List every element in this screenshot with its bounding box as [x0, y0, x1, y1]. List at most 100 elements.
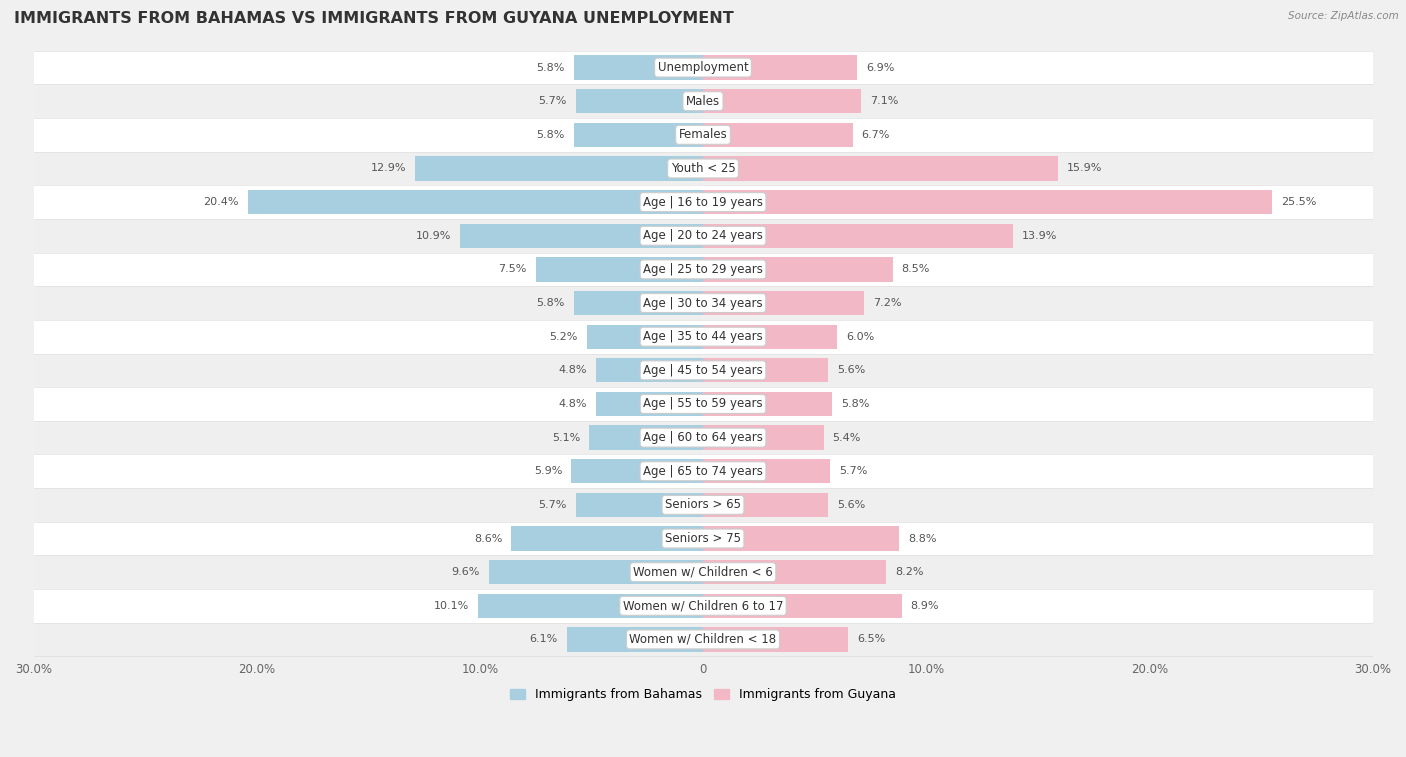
- Bar: [415, 157, 703, 181]
- Text: 15.9%: 15.9%: [1067, 164, 1102, 173]
- Bar: [34, 556, 1372, 589]
- Text: Seniors > 65: Seniors > 65: [665, 498, 741, 512]
- Text: Age | 30 to 34 years: Age | 30 to 34 years: [643, 297, 763, 310]
- Bar: [34, 454, 1372, 488]
- Bar: [34, 522, 1372, 556]
- Bar: [34, 320, 1372, 354]
- Text: 7.1%: 7.1%: [870, 96, 898, 106]
- Bar: [34, 185, 1372, 219]
- Bar: [34, 118, 1372, 151]
- Text: Women w/ Children < 18: Women w/ Children < 18: [630, 633, 776, 646]
- Text: 6.5%: 6.5%: [858, 634, 886, 644]
- Text: Unemployment: Unemployment: [658, 61, 748, 74]
- Text: Age | 65 to 74 years: Age | 65 to 74 years: [643, 465, 763, 478]
- Text: 6.1%: 6.1%: [530, 634, 558, 644]
- Bar: [703, 459, 830, 484]
- Bar: [478, 593, 703, 618]
- Bar: [34, 253, 1372, 286]
- Bar: [703, 223, 1014, 248]
- Text: 8.2%: 8.2%: [896, 567, 924, 577]
- Bar: [703, 358, 828, 382]
- Text: 4.8%: 4.8%: [558, 366, 586, 375]
- Text: Age | 45 to 54 years: Age | 45 to 54 years: [643, 364, 763, 377]
- Text: 5.8%: 5.8%: [536, 63, 565, 73]
- Text: 10.1%: 10.1%: [433, 601, 468, 611]
- Text: 5.2%: 5.2%: [550, 332, 578, 341]
- Bar: [703, 628, 848, 652]
- Text: Women w/ Children < 6: Women w/ Children < 6: [633, 565, 773, 578]
- Bar: [596, 358, 703, 382]
- Bar: [576, 89, 703, 114]
- Text: 10.9%: 10.9%: [415, 231, 451, 241]
- Text: 25.5%: 25.5%: [1281, 197, 1316, 207]
- Text: 7.2%: 7.2%: [873, 298, 901, 308]
- Text: 5.4%: 5.4%: [832, 432, 860, 443]
- Bar: [574, 123, 703, 147]
- Text: 6.0%: 6.0%: [846, 332, 875, 341]
- Bar: [34, 488, 1372, 522]
- Bar: [703, 325, 837, 349]
- Text: 5.1%: 5.1%: [553, 432, 581, 443]
- Bar: [576, 493, 703, 517]
- Text: Age | 20 to 24 years: Age | 20 to 24 years: [643, 229, 763, 242]
- Bar: [34, 354, 1372, 387]
- Bar: [34, 286, 1372, 320]
- Text: 5.8%: 5.8%: [841, 399, 870, 409]
- Text: 8.8%: 8.8%: [908, 534, 936, 544]
- Text: 5.6%: 5.6%: [837, 500, 865, 510]
- Text: 5.7%: 5.7%: [538, 96, 567, 106]
- Bar: [703, 257, 893, 282]
- Bar: [703, 291, 863, 315]
- Bar: [703, 55, 858, 79]
- Bar: [703, 89, 862, 114]
- Bar: [574, 55, 703, 79]
- Bar: [589, 425, 703, 450]
- Text: 8.6%: 8.6%: [474, 534, 502, 544]
- Text: 13.9%: 13.9%: [1022, 231, 1057, 241]
- Text: 20.4%: 20.4%: [204, 197, 239, 207]
- Text: 5.6%: 5.6%: [837, 366, 865, 375]
- Text: 8.9%: 8.9%: [911, 601, 939, 611]
- Bar: [571, 459, 703, 484]
- Text: Source: ZipAtlas.com: Source: ZipAtlas.com: [1288, 11, 1399, 21]
- Text: Women w/ Children 6 to 17: Women w/ Children 6 to 17: [623, 600, 783, 612]
- Text: Seniors > 75: Seniors > 75: [665, 532, 741, 545]
- Bar: [703, 560, 886, 584]
- Bar: [536, 257, 703, 282]
- Bar: [586, 325, 703, 349]
- Text: Age | 35 to 44 years: Age | 35 to 44 years: [643, 330, 763, 343]
- Text: 12.9%: 12.9%: [371, 164, 406, 173]
- Bar: [510, 526, 703, 550]
- Text: Youth < 25: Youth < 25: [671, 162, 735, 175]
- Text: 9.6%: 9.6%: [451, 567, 479, 577]
- Bar: [574, 291, 703, 315]
- Bar: [34, 84, 1372, 118]
- Bar: [34, 421, 1372, 454]
- Text: 5.7%: 5.7%: [839, 466, 868, 476]
- Bar: [567, 628, 703, 652]
- Bar: [34, 51, 1372, 84]
- Text: 5.8%: 5.8%: [536, 130, 565, 140]
- Bar: [489, 560, 703, 584]
- Text: Age | 25 to 29 years: Age | 25 to 29 years: [643, 263, 763, 276]
- Text: Males: Males: [686, 95, 720, 107]
- Text: 4.8%: 4.8%: [558, 399, 586, 409]
- Text: 7.5%: 7.5%: [498, 264, 527, 274]
- Bar: [247, 190, 703, 214]
- Text: 5.9%: 5.9%: [534, 466, 562, 476]
- Text: Age | 16 to 19 years: Age | 16 to 19 years: [643, 195, 763, 209]
- Text: Age | 55 to 59 years: Age | 55 to 59 years: [643, 397, 763, 410]
- Bar: [703, 157, 1057, 181]
- Text: 8.5%: 8.5%: [901, 264, 929, 274]
- Bar: [34, 219, 1372, 253]
- Bar: [34, 589, 1372, 622]
- Text: Females: Females: [679, 129, 727, 142]
- Bar: [703, 493, 828, 517]
- Bar: [703, 425, 824, 450]
- Legend: Immigrants from Bahamas, Immigrants from Guyana: Immigrants from Bahamas, Immigrants from…: [505, 684, 901, 706]
- Bar: [703, 593, 901, 618]
- Bar: [34, 622, 1372, 656]
- Bar: [596, 392, 703, 416]
- Text: 5.8%: 5.8%: [536, 298, 565, 308]
- Bar: [703, 190, 1272, 214]
